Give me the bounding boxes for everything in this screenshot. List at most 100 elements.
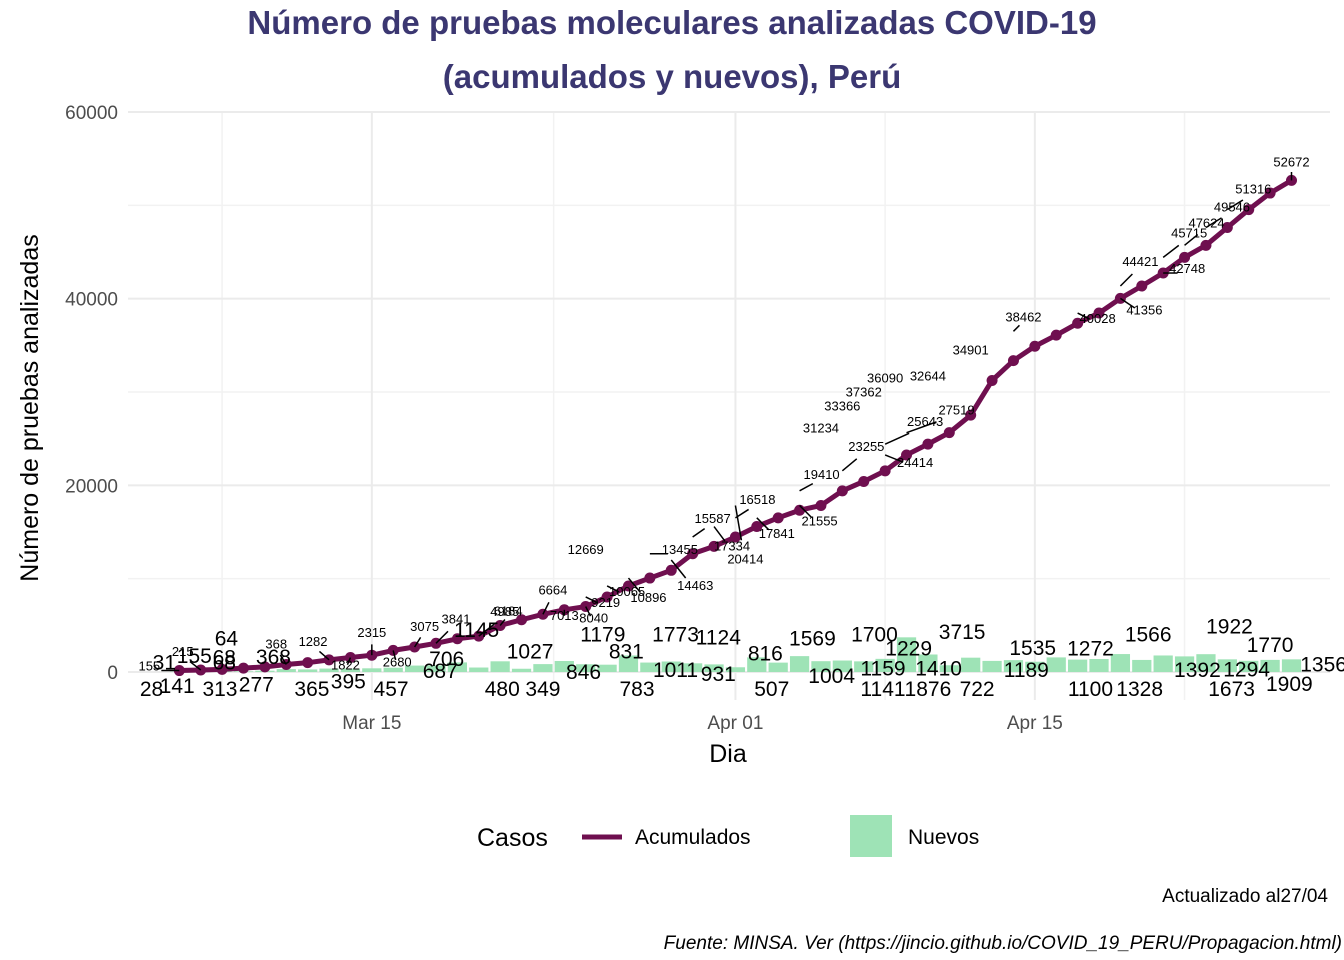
label-leader [1184,233,1199,246]
label-acumulados: 52672 [1273,154,1309,169]
label-leader [392,650,397,661]
label-acumulados: 17841 [759,526,795,541]
axes: 0 20000 40000 60000 Mar 15 Apr 01 Apr 15 [65,103,1063,734]
label-leader [279,654,287,665]
label-nuevos: 1535 [1009,637,1056,660]
bar-nuevos [832,660,852,672]
x-axis-label: Dia [709,740,747,768]
label-acumulados: 4985 [490,604,519,619]
label-acumulados: 19410 [804,467,840,482]
label-leader [1162,244,1180,258]
label-nuevos: 155 [177,645,212,668]
point-acumulados [836,485,848,497]
label-leader [1077,312,1090,320]
bar-nuevos [725,667,746,672]
label-leader [799,504,813,519]
label-acumulados: 10896 [630,590,666,605]
bar-nuevos [533,664,553,672]
point-acumulados [687,548,699,560]
label-acumulados: 42748 [1169,261,1205,276]
label-nuevos: 1004 [808,665,855,688]
point-acumulados [815,499,827,511]
label-nuevos: 1773 [652,624,699,647]
label-nuevos: 722 [960,678,995,701]
label-acumulados: 47624 [1188,215,1224,230]
bar-nuevos [1025,661,1045,672]
label-leader [670,559,687,579]
bar-nuevos [1281,659,1302,672]
label-acumulados: 33366 [824,399,860,414]
label-leader [606,585,620,593]
bar-nuevos [554,660,574,672]
bar-nuevos [1217,659,1237,672]
label-acumulados: 16518 [739,492,775,507]
label-leader [884,432,910,445]
label-nuevos: 395 [331,670,366,693]
label-nuevos: 1328 [1116,678,1163,701]
bar-nuevos [426,665,446,672]
label-acumulados: 38462 [1005,309,1041,324]
label-acumulados: 15587 [695,511,731,526]
label-nuevos: 1179 [580,624,625,647]
bar-nuevos [747,657,767,672]
label-acumulados: 20414 [727,551,763,566]
point-acumulados [216,663,228,675]
label-acumulados: 2315 [357,625,386,640]
point-acumulados [451,633,463,645]
label-nuevos: 1392 [1174,659,1221,682]
label-acumulados: 9219 [591,595,620,610]
point-acumulados [858,475,870,487]
bars-nuevos [169,637,1302,672]
label-nuevos: 687 [423,660,458,683]
label-leader [346,657,352,666]
label-acumulados: 6664 [538,582,567,597]
point-acumulados [644,572,656,584]
chart-title-line2: (acumulados y nuevos), Perú [442,58,902,95]
bar-nuevos [661,661,681,672]
label-nuevos: 64 [215,627,239,650]
y-tick-label: 20000 [65,476,118,497]
legend-title: Casos [477,824,548,852]
label-leader [1012,324,1020,332]
bar-nuevos [576,664,596,672]
label-nuevos: 831 [609,641,644,664]
label-nuevos: 31 [153,652,176,675]
point-acumulados [1221,222,1233,234]
label-nuevos: 1145 [454,619,499,642]
y-tick-label: 40000 [65,290,118,311]
bar-nuevos [768,662,788,672]
point-acumulados [751,521,763,533]
label-acumulados: 155 [138,659,160,674]
label-acumulados: 12669 [568,542,604,557]
point-acumulados [237,662,249,674]
point-acumulados [901,449,913,461]
bar-nuevos [597,664,617,672]
bar-nuevos [982,660,1002,672]
label-nuevos: 349 [525,678,560,701]
label-nuevos: 1909 [1266,673,1313,696]
label-nuevos: 141 [160,675,195,698]
bar-nuevos [362,668,382,672]
bar-nuevos [1110,654,1131,672]
bar-nuevos [404,665,425,672]
label-leader [627,577,642,593]
label-acumulados: 368 [265,637,287,652]
bar-nuevos [811,661,831,672]
y-tick-label: 60000 [65,103,118,124]
caption-source: Fuente: MINSA. Ver (https://jincio.githu… [663,933,1342,954]
bar-nuevos [704,664,724,672]
label-nuevos: 68 [213,647,236,670]
label-acumulados: 14463 [677,578,713,593]
label-nuevos: 1410 [915,657,962,680]
point-acumulados [1007,355,1019,367]
label-leader [756,517,770,531]
point-acumulados [1264,187,1276,199]
point-acumulados [1243,204,1255,216]
bar-nuevos [618,655,639,672]
legend: Casos Acumulados Nuevos [477,815,979,857]
point-acumulados [729,531,741,543]
bar-nuevos [1003,660,1024,672]
label-leader [713,526,726,542]
label-leader [435,630,449,644]
